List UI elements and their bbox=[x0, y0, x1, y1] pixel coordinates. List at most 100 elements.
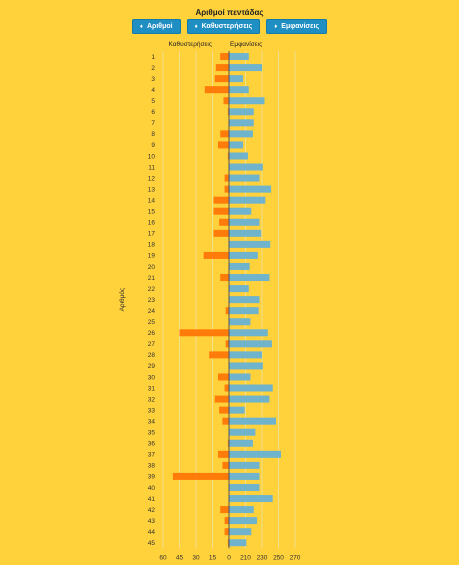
appearance-bar bbox=[229, 53, 249, 61]
x-tick-label: 45 bbox=[176, 554, 184, 561]
delay-bar bbox=[179, 329, 229, 337]
category-label: 16 bbox=[148, 220, 156, 227]
sort-button-group: ♦ Αριθμοί ♦ Καθυστερήσεις ♦ Εμφανίσεις bbox=[0, 19, 459, 34]
appearance-bar bbox=[229, 262, 250, 270]
category-label: 33 bbox=[148, 407, 156, 414]
appearance-bar bbox=[229, 207, 252, 215]
chart-title: Αριθμοί πεντάδας bbox=[195, 8, 264, 17]
category-label: 19 bbox=[148, 253, 156, 260]
appearance-bar bbox=[229, 152, 248, 160]
category-label: 28 bbox=[148, 352, 156, 359]
category-label: 43 bbox=[148, 518, 156, 525]
appearance-bar bbox=[229, 406, 245, 414]
sort-icon: ♦ bbox=[139, 23, 143, 30]
appearance-bar bbox=[229, 428, 256, 436]
appearance-bar bbox=[229, 240, 271, 248]
delay-bar bbox=[214, 75, 229, 83]
appearance-bar bbox=[229, 218, 260, 226]
appearance-bar bbox=[229, 417, 277, 425]
delay-bar bbox=[227, 439, 229, 447]
appearance-bar bbox=[229, 450, 281, 458]
appearance-bar bbox=[229, 163, 263, 171]
category-label: 37 bbox=[148, 452, 156, 459]
delay-bar bbox=[220, 274, 229, 282]
sort-by-appearances-button[interactable]: ♦ Εμφανίσεις bbox=[266, 19, 328, 34]
x-tick-label: 250 bbox=[273, 554, 284, 561]
appearance-bar bbox=[229, 472, 260, 480]
sort-by-delays-button[interactable]: ♦ Καθυστερήσεις bbox=[186, 19, 261, 34]
category-label: 41 bbox=[148, 496, 156, 503]
category-label: 18 bbox=[148, 242, 156, 249]
appearance-bar bbox=[229, 362, 263, 370]
category-label: 45 bbox=[148, 540, 156, 547]
delay-bar bbox=[224, 528, 229, 536]
category-label: 30 bbox=[148, 374, 156, 381]
category-label: 35 bbox=[148, 430, 156, 437]
delay-bar bbox=[220, 53, 229, 61]
delay-bar bbox=[224, 517, 229, 525]
delay-bar bbox=[222, 461, 229, 469]
category-label: 29 bbox=[148, 363, 156, 370]
delay-bar bbox=[224, 185, 229, 193]
series-label-delays: Καθυστερήσεις bbox=[169, 41, 212, 48]
category-label: 2 bbox=[151, 65, 155, 72]
delay-bar bbox=[225, 307, 229, 315]
category-label: 1 bbox=[151, 54, 155, 61]
sort-icon: ♦ bbox=[194, 23, 198, 30]
delay-bar bbox=[209, 351, 229, 359]
category-label: 39 bbox=[148, 474, 156, 481]
appearance-bar bbox=[229, 229, 262, 237]
category-label: 24 bbox=[148, 308, 156, 315]
x-tick-label: 270 bbox=[290, 554, 301, 561]
category-label: 23 bbox=[148, 297, 156, 304]
appearance-bar bbox=[229, 141, 244, 149]
category-label: 22 bbox=[148, 286, 156, 293]
delay-bar bbox=[224, 384, 229, 392]
x-tick-label: 210 bbox=[240, 554, 251, 561]
category-label: 12 bbox=[148, 175, 156, 182]
appearance-bar bbox=[229, 130, 253, 138]
series-label-appearances: Εμφανίσεις bbox=[230, 40, 262, 48]
sort-by-appearances-label: Εμφανίσεις bbox=[281, 23, 320, 30]
category-label: 38 bbox=[148, 463, 156, 470]
category-label: 11 bbox=[148, 164, 155, 171]
category-label: 5 bbox=[151, 98, 155, 105]
category-label: 21 bbox=[148, 275, 156, 282]
appearance-bar bbox=[229, 461, 260, 469]
appearance-bar bbox=[229, 285, 249, 293]
appearance-bar bbox=[229, 64, 262, 72]
appearance-bar bbox=[229, 517, 258, 525]
delay-bar bbox=[220, 506, 229, 514]
category-label: 31 bbox=[148, 385, 156, 392]
y-axis-label: Αριθμός bbox=[118, 288, 126, 312]
category-label: 3 bbox=[151, 76, 155, 83]
delay-bar bbox=[218, 373, 229, 381]
delay-bar bbox=[172, 472, 229, 480]
delay-bar bbox=[225, 340, 229, 348]
category-label: 4 bbox=[151, 87, 155, 94]
sort-by-number-label: Αριθμοί bbox=[146, 23, 173, 30]
sort-icon: ♦ bbox=[274, 23, 278, 30]
appearance-bar bbox=[229, 119, 254, 127]
category-label: 13 bbox=[148, 186, 156, 193]
appearance-bar bbox=[229, 97, 265, 105]
delay-bar bbox=[213, 196, 229, 204]
category-label: 10 bbox=[148, 153, 156, 160]
appearance-bar bbox=[229, 351, 262, 359]
appearance-bar bbox=[229, 296, 260, 304]
appearance-bar bbox=[229, 196, 266, 204]
appearance-bar bbox=[229, 251, 258, 259]
category-label: 9 bbox=[151, 142, 155, 149]
delay-bar bbox=[215, 64, 229, 72]
category-label: 44 bbox=[148, 529, 156, 536]
sort-by-number-button[interactable]: ♦ Αριθμοί bbox=[131, 19, 181, 34]
appearance-bar bbox=[229, 274, 270, 282]
category-label: 27 bbox=[148, 341, 156, 348]
appearance-bar bbox=[229, 340, 272, 348]
category-label: 14 bbox=[148, 197, 156, 204]
category-label: 34 bbox=[148, 418, 156, 425]
category-label: 7 bbox=[151, 120, 155, 127]
x-tick-label: 230 bbox=[257, 554, 268, 561]
delay-bar bbox=[227, 152, 229, 160]
